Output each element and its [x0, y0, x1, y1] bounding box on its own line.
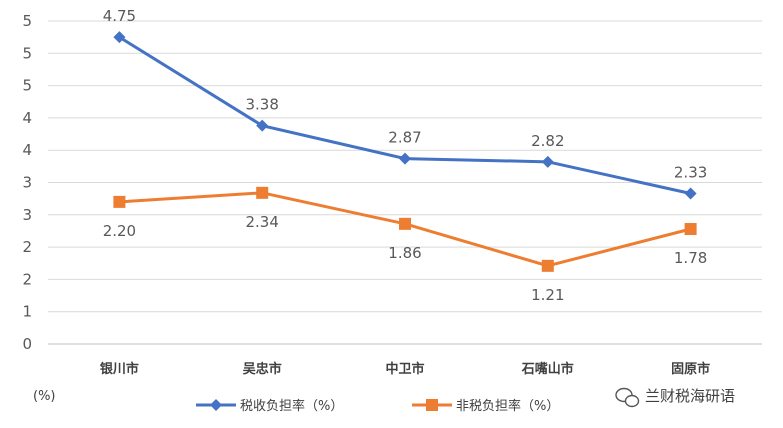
legend-item-nontax: 非税负担率（%） [412, 398, 559, 414]
data-label: 1.86 [388, 244, 421, 262]
x-category-label: 固原市 [671, 361, 710, 377]
y-tick-label: 5 [22, 12, 32, 30]
data-label: 2.33 [674, 163, 707, 181]
data-point-diamond [113, 31, 126, 44]
data-point-square [399, 217, 411, 230]
data-label: 1.21 [531, 286, 564, 304]
y-tick-label: 5 [22, 77, 32, 95]
data-point-diamond [684, 187, 697, 200]
data-label: 2.34 [245, 213, 278, 231]
legend-marker-diamond [210, 399, 222, 411]
wechat-icon [615, 387, 640, 408]
y-tick-label: 1 [22, 303, 32, 321]
data-labels: 4.75 3.38 2.87 2.82 2.33 2.20 2.34 1.86 1.21 1.78 [103, 7, 708, 304]
legend-item-tax: 税收负担率（%） [196, 398, 343, 414]
y-tick-label: 3 [22, 174, 32, 192]
x-category-label: 中卫市 [385, 361, 424, 377]
data-point-diamond [541, 155, 554, 168]
legend-label-tax: 税收负担率（%） [240, 398, 343, 414]
y-tick-label: 3 [22, 206, 32, 224]
watermark: 兰财税海研语 [615, 387, 735, 408]
data-point-square [541, 259, 554, 272]
y-tick-label: 2 [22, 238, 32, 256]
x-axis-categories: 银川市 吴忠市 中卫市 石嘴山市 固原市 [100, 361, 710, 377]
y-tick-label: 4 [22, 109, 32, 127]
gridlines [48, 20, 762, 345]
data-label: 4.75 [103, 7, 136, 25]
x-category-label: 石嘴山市 [521, 361, 574, 377]
series-line-0 [118, 35, 691, 195]
data-point-square [256, 186, 269, 199]
data-label: 2.87 [388, 129, 421, 147]
data-point-square [684, 223, 697, 236]
y-tick-label: 5 [22, 44, 32, 62]
y-axis-ticks: 0 1 2 2 3 3 4 4 5 5 5 [22, 12, 32, 353]
series-group [113, 31, 697, 272]
data-label: 2.20 [103, 222, 136, 240]
y-tick-label: 2 [22, 270, 32, 288]
data-point-square [113, 195, 126, 208]
y-tick-label: 0 [22, 335, 32, 353]
y-tick-label: 4 [22, 141, 32, 159]
legend-label-nontax: 非税负担率（%） [456, 398, 559, 414]
data-point-diamond [256, 119, 269, 132]
watermark-text: 兰财税海研语 [645, 387, 735, 405]
data-label: 2.82 [531, 132, 564, 150]
data-label: 3.38 [245, 96, 278, 114]
x-category-label: 银川市 [100, 361, 139, 377]
x-category-label: 吴忠市 [243, 361, 282, 377]
legend-marker-square [426, 399, 438, 411]
y-unit-label: (%) [33, 389, 56, 404]
data-point-diamond [399, 152, 411, 165]
legend: 税收负担率（%） 非税负担率（%） [196, 398, 559, 414]
data-label: 1.78 [674, 249, 707, 267]
